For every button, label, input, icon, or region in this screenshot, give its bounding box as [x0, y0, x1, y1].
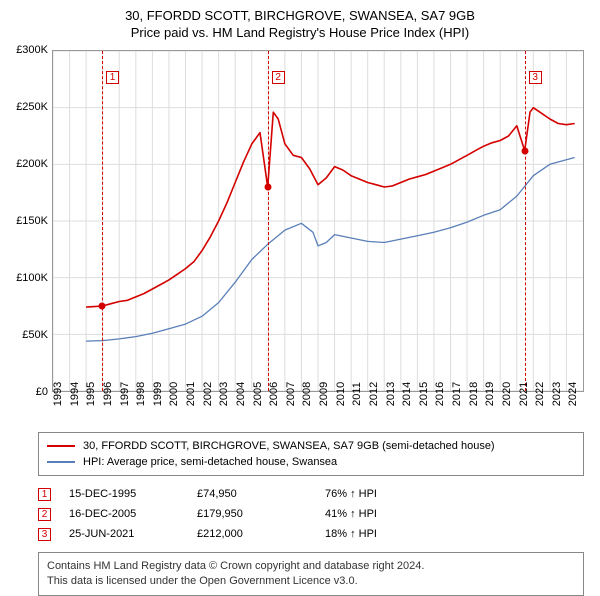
- sale-marker: 3: [38, 528, 51, 541]
- sale-row: 3 25-JUN-2021£212,00018% ↑ HPI: [38, 524, 584, 544]
- legend: 30, FFORDD SCOTT, BIRCHGROVE, SWANSEA, S…: [38, 432, 584, 476]
- chart-area: £0£50K£100K£150K£200K£250K£300K 123 1993…: [52, 50, 584, 420]
- sale-row: 1 15-DEC-1995£74,95076% ↑ HPI: [38, 484, 584, 504]
- sale-date: 15-DEC-1995: [69, 488, 197, 500]
- legend-swatch: [47, 461, 75, 463]
- event-label-3: 3: [529, 71, 542, 84]
- legend-label: HPI: Average price, semi-detached house,…: [83, 456, 337, 468]
- y-tick: £250K: [16, 101, 48, 113]
- event-dot-3: [521, 147, 528, 154]
- title-area: 30, FFORDD SCOTT, BIRCHGROVE, SWANSEA, S…: [0, 0, 600, 42]
- y-tick: £150K: [16, 215, 48, 227]
- series-hpi: [86, 158, 575, 342]
- y-tick: £100K: [16, 272, 48, 284]
- event-dashline-2: [268, 51, 269, 391]
- sale-row: 2 16-DEC-2005£179,95041% ↑ HPI: [38, 504, 584, 524]
- x-axis: 1993199419951996199719981999200020012002…: [52, 394, 584, 420]
- event-dot-2: [264, 184, 271, 191]
- legend-label: 30, FFORDD SCOTT, BIRCHGROVE, SWANSEA, S…: [83, 440, 495, 452]
- title-subtitle: Price paid vs. HM Land Registry's House …: [10, 25, 590, 40]
- sale-pct: 76% ↑ HPI: [325, 488, 584, 500]
- event-dashline-3: [525, 51, 526, 391]
- legend-row: HPI: Average price, semi-detached house,…: [47, 454, 575, 470]
- legend-swatch: [47, 445, 75, 447]
- event-dashline-1: [102, 51, 103, 391]
- footer-line2: This data is licensed under the Open Gov…: [47, 574, 575, 589]
- x-tick: 2024: [567, 382, 593, 406]
- y-axis: £0£50K£100K£150K£200K£250K£300K: [0, 50, 50, 392]
- sale-price: £212,000: [197, 528, 325, 540]
- sale-pct: 18% ↑ HPI: [325, 528, 584, 540]
- sale-pct: 41% ↑ HPI: [325, 508, 584, 520]
- sale-marker: 1: [38, 488, 51, 501]
- sales-table: 1 15-DEC-1995£74,95076% ↑ HPI 2 16-DEC-2005…: [38, 484, 584, 544]
- sale-price: £179,950: [197, 508, 325, 520]
- legend-row: 30, FFORDD SCOTT, BIRCHGROVE, SWANSEA, S…: [47, 438, 575, 454]
- event-label-2: 2: [272, 71, 285, 84]
- sale-marker: 2: [38, 508, 51, 521]
- sale-date: 16-DEC-2005: [69, 508, 197, 520]
- plot-svg: [53, 51, 583, 391]
- chart-container: 30, FFORDD SCOTT, BIRCHGROVE, SWANSEA, S…: [0, 0, 600, 590]
- y-tick: £0: [36, 386, 48, 398]
- event-label-1: 1: [106, 71, 119, 84]
- y-tick: £50K: [22, 329, 48, 341]
- sale-date: 25-JUN-2021: [69, 528, 197, 540]
- title-address: 30, FFORDD SCOTT, BIRCHGROVE, SWANSEA, S…: [10, 8, 590, 23]
- y-tick: £200K: [16, 158, 48, 170]
- footer-line1: Contains HM Land Registry data © Crown c…: [47, 559, 575, 574]
- footer: Contains HM Land Registry data © Crown c…: [38, 552, 584, 596]
- y-tick: £300K: [16, 44, 48, 56]
- plot-area: 1 2 3: [52, 50, 584, 392]
- sale-price: £74,950: [197, 488, 325, 500]
- event-dot-1: [99, 303, 106, 310]
